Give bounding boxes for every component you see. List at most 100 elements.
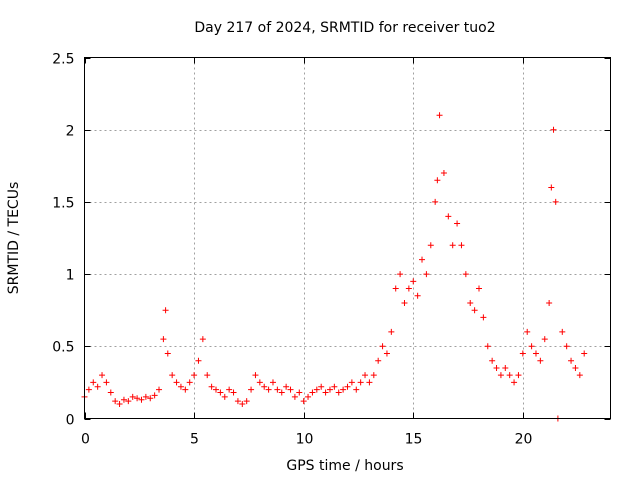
data-point [186, 379, 193, 386]
y-tick-label: 0.5 [52, 340, 74, 356]
data-point [213, 386, 219, 393]
data-point [340, 386, 347, 393]
data-point [191, 372, 198, 379]
y-tick-label: 0 [66, 413, 75, 429]
data-point [90, 379, 97, 386]
data-point [252, 372, 259, 379]
data-point [243, 398, 250, 405]
data-point [559, 328, 566, 335]
data-point [112, 398, 119, 405]
data-point [576, 372, 583, 379]
data-point [379, 343, 386, 350]
data-point [85, 386, 92, 393]
data-point [414, 292, 421, 299]
y-axis-title: SRMTID / TECUs [6, 182, 22, 295]
data-point [493, 364, 500, 371]
data-points [81, 112, 588, 422]
data-point [537, 357, 544, 364]
data-point [541, 336, 548, 343]
data-point [366, 379, 373, 386]
data-point [506, 372, 513, 379]
data-point [550, 126, 557, 133]
data-point [226, 386, 233, 393]
data-point [375, 357, 382, 364]
data-point [239, 401, 246, 408]
chart-title: Day 217 of 2024, SRMTID for receiver tuo… [194, 20, 495, 36]
data-point [103, 379, 110, 386]
data-point [563, 343, 570, 350]
x-tick-label: 0 [81, 432, 90, 448]
data-point [454, 220, 461, 227]
x-axis-title: GPS time / hours [286, 458, 403, 474]
data-point [348, 379, 355, 386]
x-tick-label: 15 [405, 432, 423, 448]
data-point [291, 393, 298, 400]
data-point [335, 389, 342, 396]
data-point [129, 393, 136, 400]
x-tick-label: 10 [296, 432, 314, 448]
data-point [230, 389, 237, 396]
data-point [362, 372, 369, 379]
data-point [480, 314, 487, 321]
data-point [353, 386, 360, 393]
data-point [116, 401, 123, 408]
data-point [434, 177, 441, 184]
y-tick-label: 1 [66, 268, 75, 284]
grid-lines [84, 57, 611, 419]
data-point [283, 383, 290, 390]
data-point [392, 285, 399, 292]
data-point [581, 350, 588, 357]
data-point [322, 389, 329, 396]
y-tick-label: 1.5 [52, 196, 74, 212]
data-point [305, 393, 312, 400]
data-point [195, 357, 202, 364]
data-point [208, 383, 215, 390]
data-point [546, 299, 553, 306]
data-point [388, 328, 395, 335]
data-point [318, 383, 325, 390]
data-point [524, 328, 531, 335]
data-point [256, 379, 263, 386]
data-point [515, 372, 522, 379]
data-point [147, 395, 154, 402]
data-point [419, 256, 426, 263]
data-point [99, 372, 106, 379]
data-point [234, 398, 241, 405]
axis-ticks: 0 5 10 15 20 0 0.5 1 1.5 2 2.5 [52, 52, 611, 448]
data-point [107, 389, 114, 396]
data-point [532, 350, 539, 357]
data-point [432, 198, 439, 205]
data-point [265, 386, 272, 393]
data-point [125, 398, 132, 405]
data-point [164, 350, 171, 357]
data-point [326, 386, 333, 393]
data-point [445, 213, 452, 220]
y-tick-label: 2 [66, 124, 75, 140]
data-point [204, 372, 211, 379]
data-point [151, 392, 158, 399]
data-point [462, 271, 469, 278]
plot-frame [84, 57, 611, 419]
data-point [436, 112, 443, 119]
data-point [221, 393, 228, 400]
data-point [300, 398, 307, 405]
data-point [502, 364, 509, 371]
data-point [410, 278, 417, 285]
data-point [156, 386, 163, 393]
data-point [160, 336, 167, 343]
data-point [261, 383, 268, 390]
data-point [449, 242, 456, 249]
data-point [269, 379, 276, 386]
data-point [120, 396, 127, 403]
data-point [182, 386, 189, 393]
data-point [458, 242, 465, 249]
data-point [173, 379, 180, 386]
data-point [138, 396, 145, 403]
data-point [519, 350, 526, 357]
data-point [169, 372, 176, 379]
x-tick-label: 20 [515, 432, 533, 448]
data-point [383, 350, 390, 357]
data-point [177, 383, 184, 390]
data-point [287, 386, 294, 393]
